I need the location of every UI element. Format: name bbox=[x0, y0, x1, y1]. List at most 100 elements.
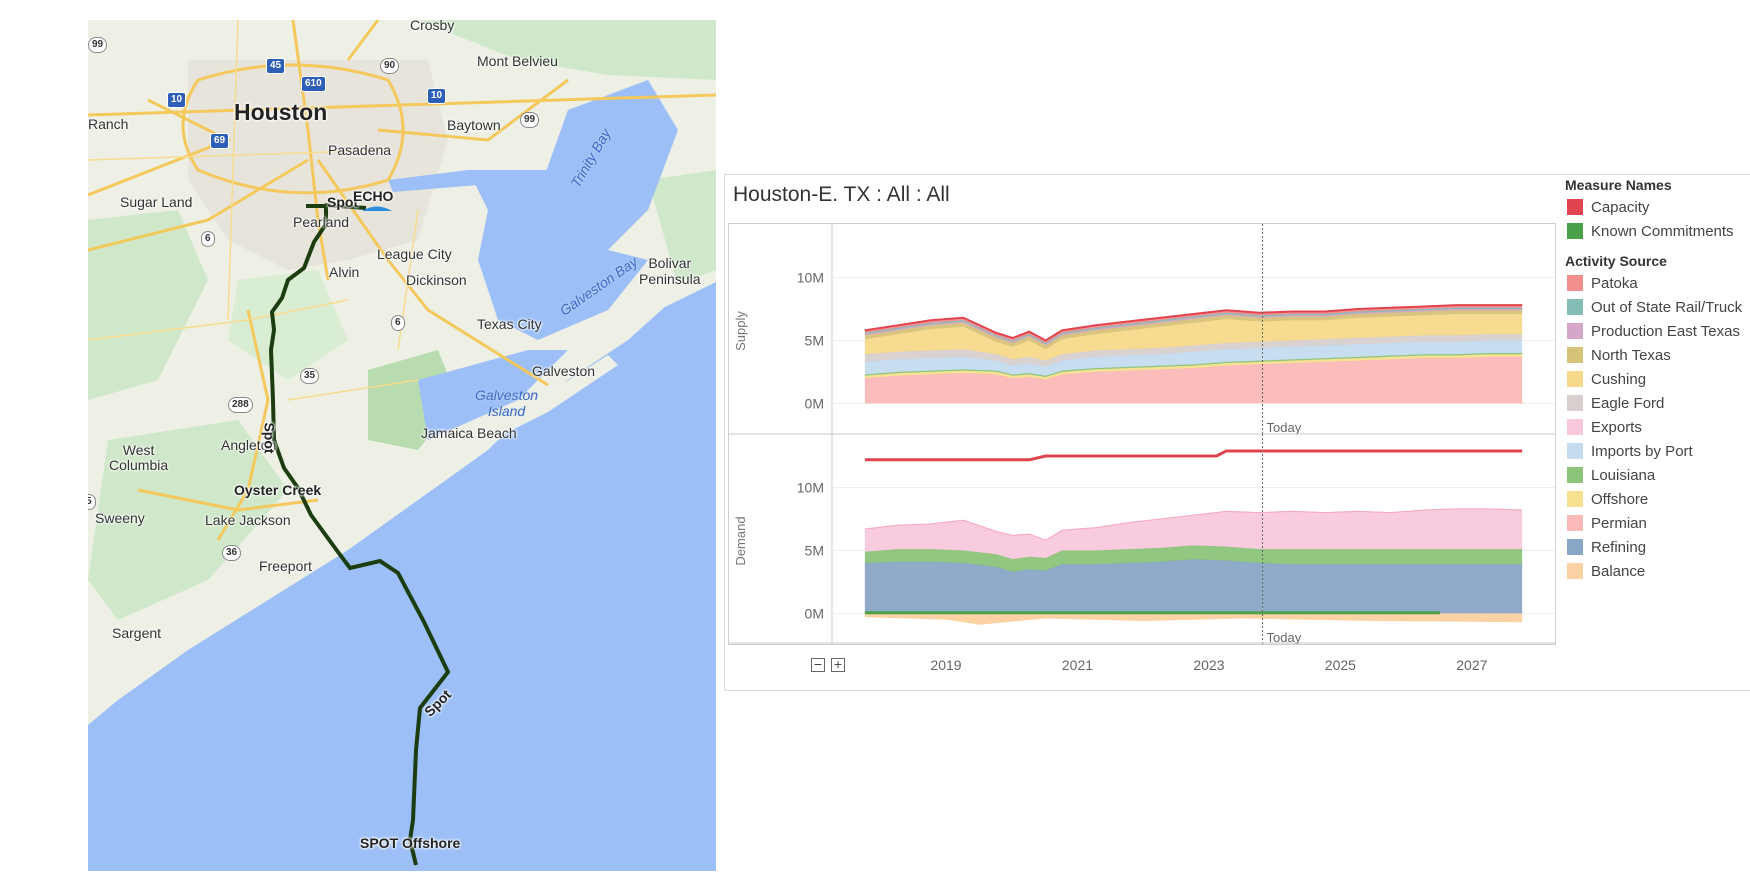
highway-shield-icon: 69 bbox=[210, 133, 230, 149]
legend-swatch bbox=[1567, 515, 1583, 531]
series-area-offshore bbox=[864, 354, 1523, 380]
legend-label: Balance bbox=[1591, 562, 1646, 580]
map-label-lake-jackson: Lake Jackson bbox=[205, 512, 291, 528]
map-label-houston: Houston bbox=[234, 99, 328, 125]
supply-demand-chart[interactable]: 10M 5M 0M Supply Today 10M 5M 0M Demand Today bbox=[729, 224, 1555, 644]
legend: Measure Names Capacity Known Commitments … bbox=[1563, 175, 1750, 690]
map-label-angleton: Angleton bbox=[221, 437, 277, 453]
series-area-out-of-state-rail-truck bbox=[864, 307, 1523, 345]
map-label-jamaica-beach: Jamaica Beach bbox=[421, 425, 517, 441]
legend-swatch bbox=[1567, 199, 1583, 215]
legend-label: Imports by Port bbox=[1591, 442, 1693, 460]
map-label-bolivar-peninsula: Bolivar Peninsula bbox=[639, 255, 701, 287]
x-tick-label: 2027 bbox=[1456, 657, 1487, 673]
legend-item-production-east-texas[interactable]: Production East Texas bbox=[1563, 319, 1750, 343]
legend-label: Capacity bbox=[1591, 198, 1650, 216]
map-label-ranch: Ranch bbox=[88, 116, 129, 132]
map-label-galveston: Galveston bbox=[532, 363, 596, 379]
green-area bbox=[418, 20, 716, 80]
legend-swatch bbox=[1567, 467, 1583, 483]
map-label-alvin: Alvin bbox=[329, 264, 360, 280]
series-area-patoka bbox=[864, 305, 1523, 343]
series-line-capacity bbox=[864, 449, 1523, 462]
panel-label-supply: Supply bbox=[733, 311, 748, 351]
zoom-in-button[interactable]: + bbox=[831, 658, 845, 672]
series-edge bbox=[864, 353, 1523, 378]
legend-item-offshore[interactable]: Offshore bbox=[1563, 487, 1750, 511]
chart-frame[interactable]: 10M 5M 0M Supply Today 10M 5M 0M Demand Today bbox=[728, 223, 1556, 645]
legend-item-refining[interactable]: Refining bbox=[1563, 535, 1750, 559]
legend-label: Permian bbox=[1591, 514, 1647, 532]
x-axis: 2019 2021 2023 2025 2027 bbox=[930, 657, 1487, 673]
bolivar-peninsula bbox=[608, 270, 716, 330]
zoom-out-button[interactable]: − bbox=[811, 658, 825, 672]
y-tick-label: 0M bbox=[805, 395, 824, 411]
series-area-cushing bbox=[864, 314, 1523, 361]
galveston-island bbox=[418, 355, 618, 472]
series-edge bbox=[864, 313, 1523, 350]
spot-pipeline bbox=[324, 203, 367, 210]
map-label-pearland: Pearland bbox=[293, 214, 350, 230]
map-label-spot-vertical: Spot bbox=[261, 422, 278, 454]
legend-item-known-commitments[interactable]: Known Commitments bbox=[1563, 219, 1750, 243]
map-label-dickinson: Dickinson bbox=[406, 272, 467, 288]
legend-swatch bbox=[1567, 299, 1583, 315]
legend-measure-list: Capacity Known Commitments bbox=[1563, 195, 1750, 243]
legend-label: Louisiana bbox=[1591, 466, 1656, 484]
series-area-north-texas bbox=[864, 310, 1523, 350]
terminal-icon bbox=[362, 206, 392, 211]
map-label-sugar-land: Sugar Land bbox=[120, 194, 193, 210]
y-tick-label: 10M bbox=[797, 479, 824, 495]
legend-item-north-texas[interactable]: North Texas bbox=[1563, 343, 1750, 367]
legend-source-list: Patoka Out of State Rail/Truck Production … bbox=[1563, 271, 1750, 583]
legend-label: Exports bbox=[1591, 418, 1642, 436]
legend-item-patoka[interactable]: Patoka bbox=[1563, 271, 1750, 295]
series-area-balance bbox=[864, 613, 1523, 625]
series-area-refining bbox=[864, 559, 1523, 614]
y-tick-label: 10M bbox=[797, 269, 824, 285]
legend-swatch bbox=[1567, 223, 1583, 239]
series-area-imports-by-port bbox=[864, 340, 1523, 376]
map-label-spot-offshore: SPOT Offshore bbox=[360, 835, 461, 851]
highway-shield-icon: 6 bbox=[391, 315, 405, 331]
x-tick-label: 2025 bbox=[1325, 657, 1356, 673]
legend-swatch bbox=[1567, 371, 1583, 387]
legend-label: Patoka bbox=[1591, 274, 1638, 292]
map-panel[interactable]: Crosby Mont Belvieu Houston Ranch Baytow… bbox=[88, 20, 716, 871]
highway-shield-icon: 99 bbox=[88, 37, 108, 53]
legend-item-eagle-ford[interactable]: Eagle Ford bbox=[1563, 391, 1750, 415]
legend-measure-header: Measure Names bbox=[1565, 177, 1672, 193]
legend-item-cushing[interactable]: Cushing bbox=[1563, 367, 1750, 391]
series-edge bbox=[864, 308, 1523, 345]
series-area-exports bbox=[864, 508, 1523, 560]
highway-shield-icon: 10 bbox=[427, 88, 447, 104]
map-label-crosby: Crosby bbox=[410, 20, 455, 33]
today-label: Today bbox=[1267, 420, 1302, 435]
series-area-louisiana bbox=[864, 545, 1523, 572]
stack-outline bbox=[864, 508, 1523, 541]
green-area bbox=[648, 170, 716, 285]
legend-item-permian[interactable]: Permian bbox=[1563, 511, 1750, 535]
legend-source-header: Activity Source bbox=[1565, 253, 1667, 269]
legend-label: Cushing bbox=[1591, 370, 1647, 388]
legend-item-balance[interactable]: Balance bbox=[1563, 559, 1750, 583]
map-base bbox=[88, 20, 716, 866]
legend-item-out-of-state-rail-truck[interactable]: Out of State Rail/Truck bbox=[1563, 295, 1750, 319]
highway-shield-icon: 610 bbox=[301, 76, 326, 92]
map-label-west-columbia: West Columbia bbox=[109, 442, 169, 473]
green-area bbox=[88, 210, 208, 400]
legend-item-louisiana[interactable]: Louisiana bbox=[1563, 463, 1750, 487]
map-label-galveston-island: Galveston Island bbox=[475, 387, 539, 419]
map-label-league-city: League City bbox=[377, 246, 452, 262]
legend-item-imports-by-port[interactable]: Imports by Port bbox=[1563, 439, 1750, 463]
highway-shield-icon: 36 bbox=[222, 545, 242, 561]
urban-area bbox=[188, 60, 448, 270]
legend-item-capacity[interactable]: Capacity bbox=[1563, 195, 1750, 219]
dashboard-panel: Houston-E. TX : All : All 10M 5M 0M Supply T… bbox=[724, 174, 1750, 691]
series-edge bbox=[864, 352, 1523, 377]
legend-swatch bbox=[1567, 539, 1583, 555]
y-tick-label: 0M bbox=[805, 605, 824, 621]
highway-shield-icon: 99 bbox=[520, 112, 540, 128]
legend-item-exports[interactable]: Exports bbox=[1563, 415, 1750, 439]
map-label-sargent: Sargent bbox=[112, 625, 162, 641]
